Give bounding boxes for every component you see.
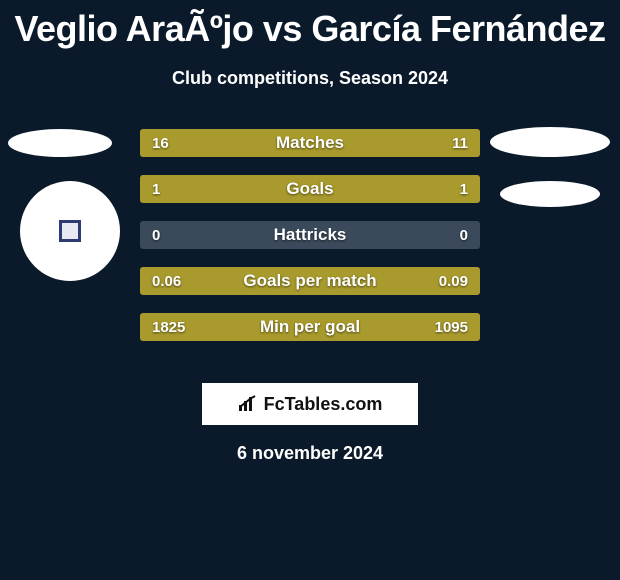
- brand-box[interactable]: FcTables.com: [202, 383, 418, 425]
- date-label: 6 november 2024: [0, 443, 620, 464]
- stat-row: 1611Matches: [140, 129, 480, 157]
- stats-bars: 1611Matches 11Goals 00Hattricks 0.060.09Goa…: [140, 129, 480, 359]
- brand-text: FcTables.com: [264, 394, 383, 415]
- stat-label: Matches: [140, 129, 480, 157]
- stat-label: Hattricks: [140, 221, 480, 249]
- shield-icon: [59, 220, 81, 242]
- avatar-placeholder-left-top: [8, 129, 112, 157]
- page-title: Veglio AraÃºjo vs García Fernández: [0, 8, 620, 50]
- player-left-avatar: [20, 181, 120, 281]
- stat-row: 0.060.09Goals per match: [140, 267, 480, 295]
- avatar-placeholder-right-2: [500, 181, 600, 207]
- stat-label: Goals per match: [140, 267, 480, 295]
- subtitle: Club competitions, Season 2024: [0, 68, 620, 89]
- stat-label: Min per goal: [140, 313, 480, 341]
- stat-row: 11Goals: [140, 175, 480, 203]
- stat-label: Goals: [140, 175, 480, 203]
- comparison-stage: 1611Matches 11Goals 00Hattricks 0.060.09Goa…: [0, 129, 620, 359]
- stat-row: 00Hattricks: [140, 221, 480, 249]
- bar-chart-icon: [238, 395, 260, 413]
- brand-label: FcTables.com: [238, 394, 383, 415]
- stat-row: 18251095Min per goal: [140, 313, 480, 341]
- avatar-placeholder-right-top: [490, 127, 610, 157]
